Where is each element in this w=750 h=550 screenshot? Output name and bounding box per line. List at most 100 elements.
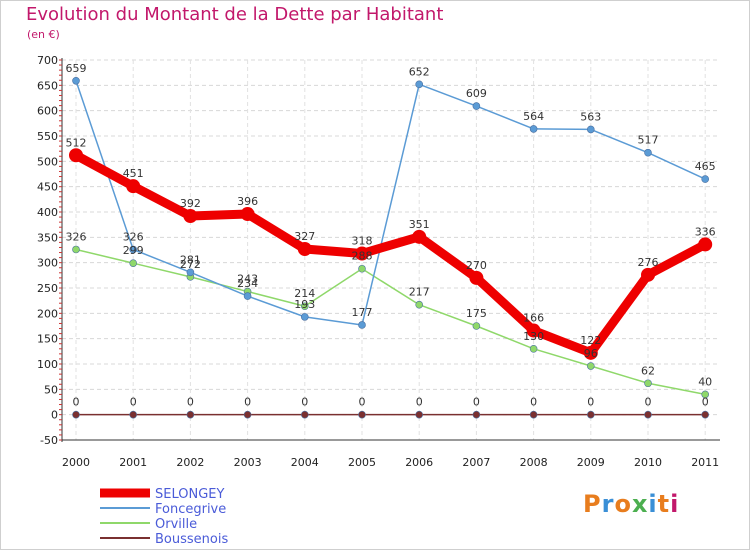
data-label: 0 <box>530 396 537 409</box>
data-point <box>529 344 538 353</box>
legend-label: Orville <box>155 517 197 532</box>
data-label: 175 <box>466 307 487 320</box>
x-tick-label: 2003 <box>234 456 262 469</box>
y-tick-label: 600 <box>37 105 58 118</box>
y-tick-label: 250 <box>37 282 58 295</box>
data-point <box>583 345 598 360</box>
data-point <box>186 410 195 419</box>
data-point <box>300 410 309 419</box>
logo-letter: i <box>648 490 658 518</box>
data-label: 563 <box>580 110 601 123</box>
y-tick-label: 100 <box>37 358 58 371</box>
x-tick-label: 2004 <box>291 456 319 469</box>
data-label: 272 <box>180 258 201 271</box>
data-point <box>412 229 427 244</box>
data-label: 122 <box>580 334 601 347</box>
data-point <box>358 410 366 419</box>
data-label: 217 <box>409 286 430 299</box>
data-point <box>472 322 481 330</box>
data-point <box>72 410 80 419</box>
data-label: 288 <box>352 250 373 263</box>
data-point <box>641 267 655 282</box>
logo-letter: i <box>670 490 680 518</box>
y-tick-label: -50 <box>40 434 58 447</box>
logo-letter: x <box>631 490 649 518</box>
y-tick-label: 650 <box>37 79 58 92</box>
logo-letter: P <box>583 490 602 518</box>
proxiti-logo: Proxiti <box>583 490 679 518</box>
data-point <box>240 207 255 222</box>
x-tick-label: 2002 <box>176 456 204 469</box>
data-point <box>529 410 538 419</box>
x-tick-label: 2010 <box>634 456 662 469</box>
x-tick-label: 2001 <box>119 456 147 469</box>
x-tick-label: 2007 <box>462 456 490 469</box>
data-point <box>415 300 424 309</box>
data-point <box>472 410 481 419</box>
data-label: 659 <box>66 62 87 75</box>
data-label: 270 <box>466 259 487 272</box>
data-label: 96 <box>584 347 598 360</box>
data-point <box>701 175 710 183</box>
data-label: 318 <box>352 235 373 248</box>
data-label: 396 <box>237 195 258 208</box>
data-label: 652 <box>409 65 430 78</box>
data-point <box>415 80 424 89</box>
data-label: 0 <box>301 396 308 409</box>
data-point <box>529 125 538 133</box>
x-tick-label: 2011 <box>691 456 719 469</box>
x-tick-label: 2008 <box>520 456 548 469</box>
data-point <box>72 76 80 85</box>
data-label: 564 <box>523 110 544 123</box>
data-point <box>644 410 652 419</box>
data-label: 214 <box>294 287 315 300</box>
y-tick-label: 50 <box>44 383 58 396</box>
data-point <box>300 313 309 321</box>
data-label: 166 <box>523 312 544 325</box>
data-label: 281 <box>180 253 201 266</box>
y-tick-label: 200 <box>37 307 58 320</box>
series-line-orville <box>75 248 706 396</box>
data-point <box>72 245 80 254</box>
data-point <box>701 390 710 399</box>
data-label: 517 <box>638 134 659 147</box>
data-point <box>243 410 252 419</box>
y-tick-label: 400 <box>37 206 58 219</box>
data-label: 0 <box>187 396 194 409</box>
data-point <box>586 125 595 134</box>
series-lines <box>69 76 713 419</box>
legend-label: SELONGEY <box>155 487 224 502</box>
data-label: 451 <box>123 167 144 180</box>
chart-title: Evolution du Montant de la Dette par Hab… <box>26 4 444 25</box>
data-point <box>698 237 713 252</box>
data-label: 234 <box>237 277 258 290</box>
data-point <box>243 292 252 300</box>
data-label: 193 <box>294 298 315 311</box>
data-label: 609 <box>466 87 487 100</box>
data-label: 0 <box>645 396 652 409</box>
legend-label: Foncegrive <box>155 502 226 517</box>
data-label: 0 <box>702 396 709 409</box>
data-label: 465 <box>695 160 716 173</box>
data-point <box>358 264 366 273</box>
y-tick-label: 150 <box>37 333 58 346</box>
data-label: 0 <box>359 396 366 409</box>
y-tick-label: 450 <box>37 181 58 194</box>
data-point <box>126 179 141 194</box>
data-label: 276 <box>638 256 659 269</box>
data-point <box>129 259 137 267</box>
data-label: 326 <box>123 230 144 243</box>
y-tick-label: 550 <box>37 130 58 143</box>
data-point <box>586 410 595 419</box>
data-labels: 0 0 0 0 0 0 0 0 0 0 0 03262992722432142882171751309… <box>66 62 716 409</box>
series-line-foncegrive <box>75 80 706 326</box>
grid-lines <box>62 59 720 441</box>
x-tick-label: 2000 <box>62 456 90 469</box>
data-point <box>526 323 541 338</box>
data-point <box>644 148 652 157</box>
y-tick-label: 0 <box>51 409 58 422</box>
data-point <box>701 410 710 419</box>
data-point <box>644 379 652 388</box>
data-label: 243 <box>237 273 258 286</box>
